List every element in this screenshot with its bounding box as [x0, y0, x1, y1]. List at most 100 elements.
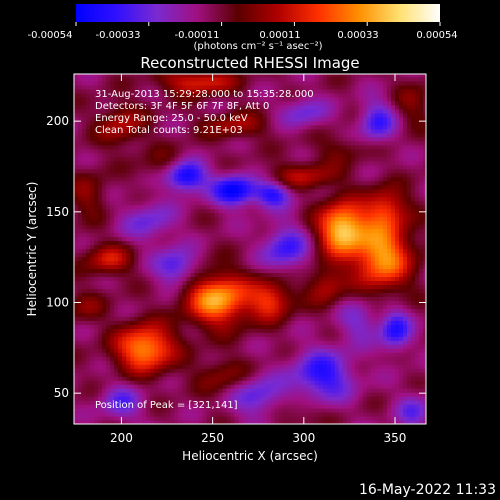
heatmap-cell	[387, 300, 392, 305]
heatmap-cell	[214, 196, 219, 202]
heatmap-cell	[254, 268, 260, 273]
heatmap-cell	[86, 412, 91, 417]
heatmap-cell	[318, 200, 324, 206]
heatmap-cell	[378, 216, 384, 222]
heatmap-cell	[246, 228, 252, 234]
heatmap-cell	[254, 356, 260, 361]
heatmap-cell	[354, 368, 360, 373]
heatmap-cell	[383, 312, 388, 317]
heatmap-cell	[202, 376, 207, 381]
heatmap-cell	[262, 236, 268, 242]
heatmap-cell	[302, 280, 308, 285]
heatmap-cell	[415, 252, 420, 257]
heatmap-cell	[118, 376, 123, 381]
heatmap-cell	[278, 324, 284, 329]
heatmap-cell	[366, 344, 372, 349]
heatmap-cell	[178, 324, 183, 329]
heatmap-cell	[230, 204, 236, 210]
heatmap-cell	[258, 268, 264, 273]
heatmap-cell	[154, 276, 159, 281]
heatmap-cell	[411, 228, 416, 234]
heatmap-cell	[154, 388, 159, 393]
heatmap-cell	[266, 252, 272, 257]
heatmap-cell	[262, 352, 268, 357]
heatmap-cell	[90, 248, 95, 254]
heatmap-cell	[242, 300, 248, 305]
heatmap-cell	[106, 380, 111, 385]
heatmap-cell	[403, 200, 408, 206]
heatmap-cell	[342, 412, 348, 417]
heatmap-cell	[118, 284, 123, 289]
heatmap-cell	[74, 276, 79, 281]
heatmap-cell	[326, 340, 332, 345]
heatmap-cell	[122, 204, 127, 210]
heatmap-cell	[374, 364, 380, 369]
heatmap-cell	[122, 304, 127, 309]
heatmap-cell	[190, 388, 195, 393]
heatmap-cell	[330, 248, 336, 254]
heatmap-cell	[158, 260, 163, 265]
heatmap-cell	[194, 204, 199, 210]
heatmap-cell	[106, 240, 111, 246]
heatmap-cell	[354, 304, 360, 309]
heatmap-cell	[262, 364, 268, 369]
heatmap-cell	[318, 388, 324, 393]
heatmap-cell	[358, 336, 364, 341]
heatmap-cell	[419, 388, 424, 393]
heatmap-cell	[242, 272, 248, 277]
heatmap-cell	[234, 336, 240, 341]
heatmap-cell	[403, 304, 408, 309]
heatmap-cell	[298, 312, 304, 317]
heatmap-cell	[126, 308, 131, 313]
heatmap-cell	[399, 356, 404, 361]
heatmap-cell	[170, 280, 175, 285]
heatmap-cell	[106, 328, 111, 333]
heatmap-cell	[178, 228, 183, 234]
heatmap-cell	[258, 212, 264, 218]
heatmap-cell	[198, 408, 203, 413]
heatmap-cell	[226, 308, 232, 313]
heatmap-cell	[270, 336, 276, 341]
heatmap-cell	[190, 400, 195, 405]
heatmap-cell	[222, 204, 228, 210]
heatmap-cell	[150, 364, 155, 369]
heatmap-cell	[238, 392, 244, 397]
heatmap-cell	[134, 236, 139, 242]
heatmap-cell	[306, 228, 312, 234]
heatmap-cell	[126, 228, 131, 234]
heatmap-cell	[230, 408, 236, 413]
heatmap-cell	[222, 360, 228, 365]
heatmap-cell	[182, 304, 187, 309]
heatmap-cell	[334, 308, 340, 313]
heatmap-cell	[354, 212, 360, 218]
heatmap-cell	[74, 352, 79, 357]
heatmap-cell	[330, 324, 336, 329]
heatmap-cell	[262, 204, 268, 210]
heatmap-cell	[274, 308, 280, 313]
heatmap-cell	[234, 236, 240, 242]
heatmap-cell	[330, 288, 336, 293]
heatmap-cell	[350, 200, 356, 206]
heatmap-cell	[411, 220, 416, 226]
heatmap-cell	[146, 396, 151, 401]
heatmap-cell	[322, 208, 328, 214]
heatmap-cell	[90, 280, 95, 285]
heatmap-cell	[126, 272, 131, 277]
heatmap-cell	[158, 292, 163, 297]
heatmap-cell	[310, 200, 316, 206]
heatmap-cell	[395, 288, 400, 293]
heatmap-cell	[90, 276, 95, 281]
heatmap-cell	[286, 392, 292, 397]
heatmap-cell	[302, 288, 308, 293]
heatmap-cell	[302, 404, 308, 409]
heatmap-cell	[198, 268, 203, 273]
heatmap-cell	[134, 300, 139, 305]
heatmap-cell	[206, 208, 211, 214]
heatmap-cell	[158, 224, 163, 230]
heatmap-cell	[322, 228, 328, 234]
heatmap-cell	[226, 304, 232, 309]
heatmap-cell	[246, 336, 252, 341]
heatmap-cell	[178, 304, 183, 309]
heatmap-cell	[326, 360, 332, 365]
heatmap-cell	[134, 420, 139, 424]
